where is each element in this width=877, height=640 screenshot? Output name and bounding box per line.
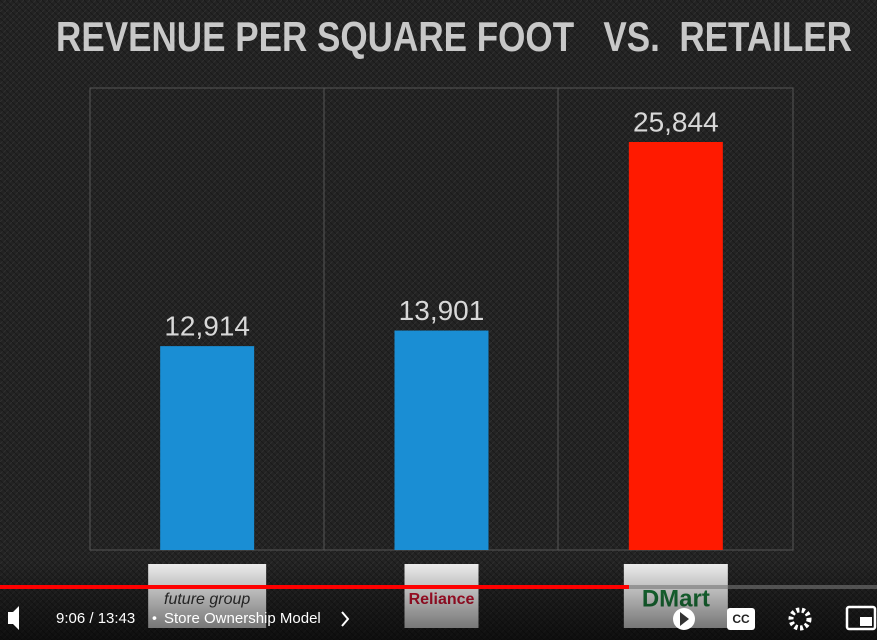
volume-button[interactable] bbox=[8, 606, 19, 630]
bar bbox=[394, 330, 489, 550]
settings-button[interactable] bbox=[788, 607, 812, 631]
captions-button[interactable] bbox=[727, 608, 755, 630]
bar bbox=[160, 346, 255, 550]
captions-label: CC bbox=[732, 612, 750, 626]
value-label: 12,914 bbox=[164, 311, 250, 342]
chapter-title[interactable]: Store Ownership Model bbox=[164, 610, 321, 627]
value-label: 25,844 bbox=[633, 106, 719, 137]
chapter-arrow[interactable] bbox=[341, 611, 350, 627]
progress-played bbox=[0, 585, 629, 589]
miniplayer-button[interactable] bbox=[845, 605, 877, 631]
separator-dot: • bbox=[152, 610, 157, 626]
miniplayer-icon bbox=[860, 617, 872, 626]
bar bbox=[628, 142, 723, 550]
value-label: 13,901 bbox=[399, 295, 485, 326]
play-icon bbox=[680, 612, 689, 626]
time-display: 9:06 / 13:43 bbox=[56, 610, 135, 627]
chart-title: REVENUE PER SQUARE FOOT VS. RETAILER bbox=[56, 13, 852, 60]
